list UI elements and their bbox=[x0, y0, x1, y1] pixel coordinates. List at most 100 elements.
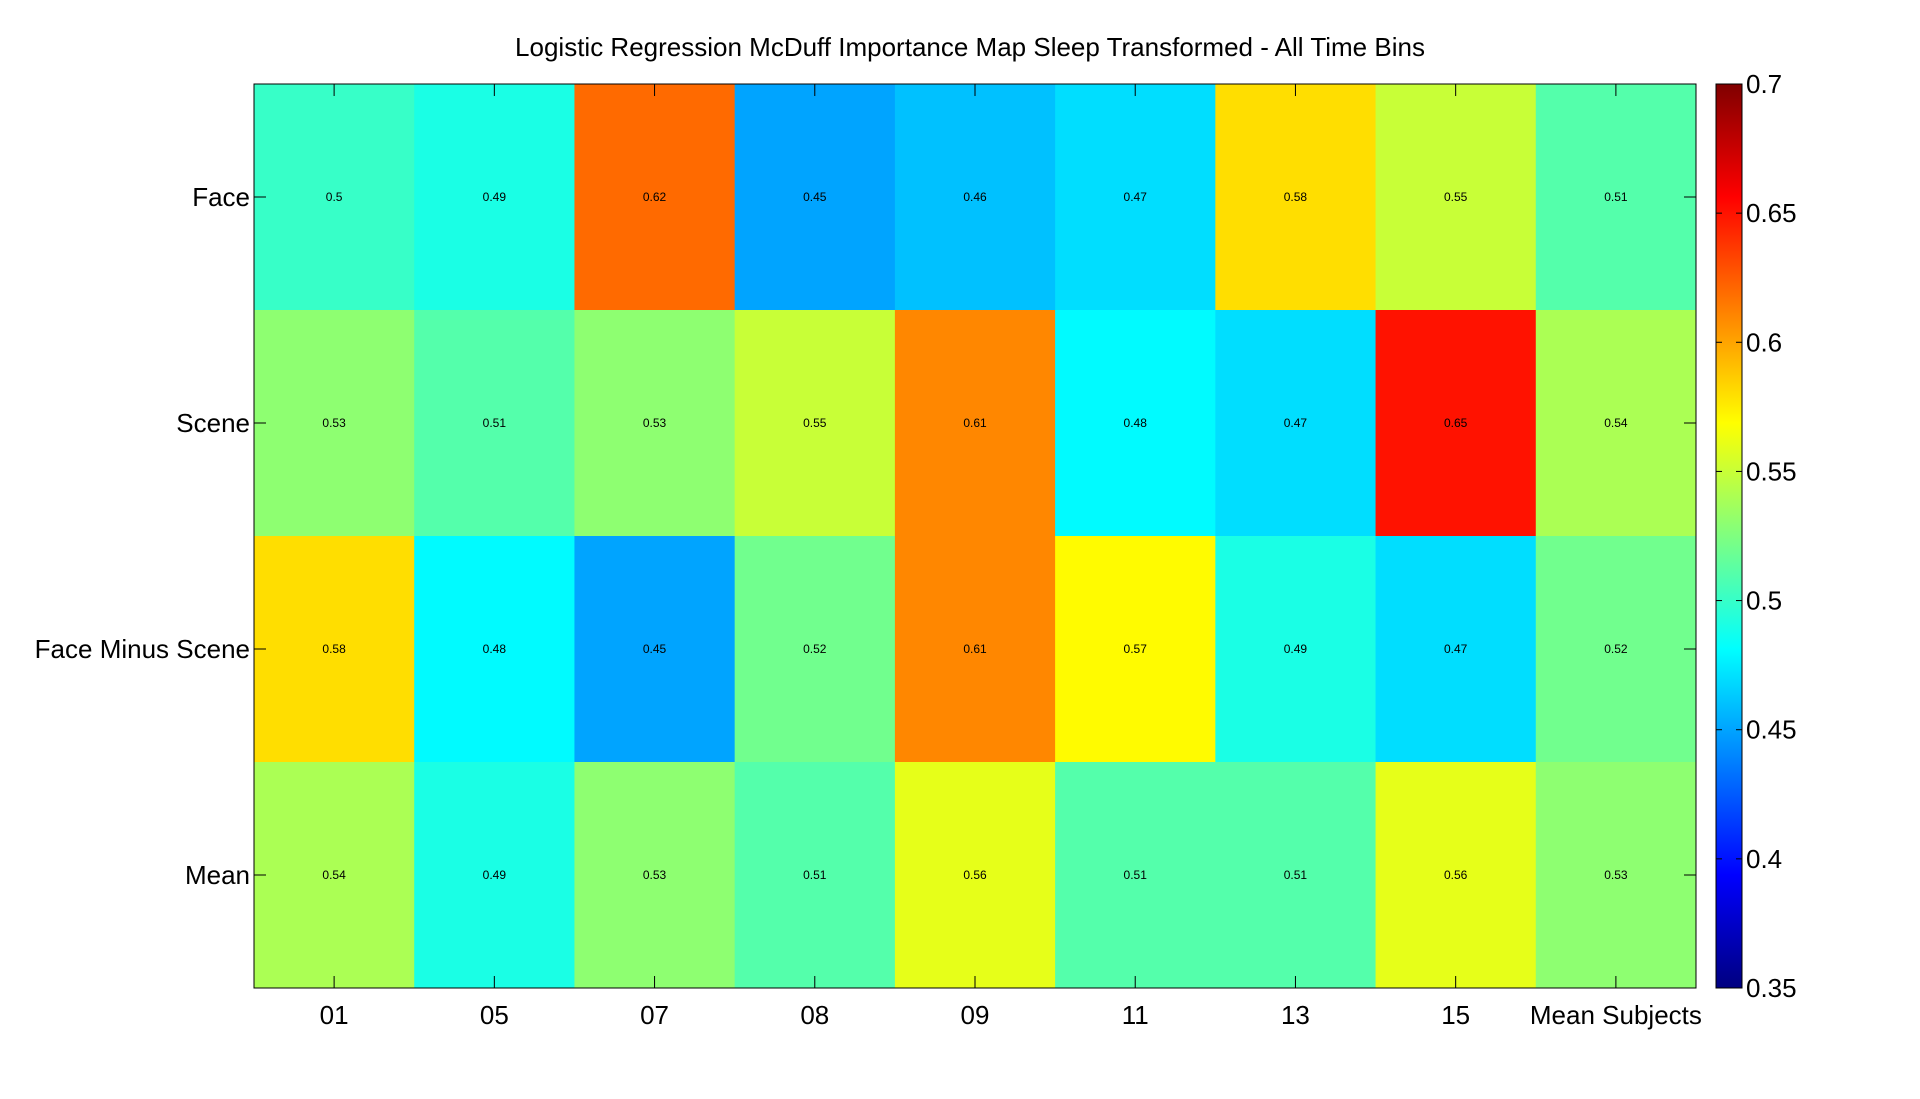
cell-value-label: 0.49 bbox=[483, 190, 507, 204]
cell-value-label: 0.49 bbox=[1284, 642, 1308, 656]
heatmap-cell bbox=[894, 310, 1056, 537]
heatmap-cell bbox=[894, 762, 1056, 989]
cell-value-label: 0.5 bbox=[326, 190, 343, 204]
cell-value-label: 0.62 bbox=[643, 190, 667, 204]
heatmap-cell bbox=[1535, 310, 1697, 537]
heatmap-cell bbox=[414, 762, 575, 989]
heatmap-cell bbox=[574, 310, 736, 537]
colorbar-tick-label: 0.7 bbox=[1746, 69, 1782, 99]
heatmap-cell bbox=[894, 536, 1056, 763]
heatmap-cell bbox=[734, 84, 896, 311]
heatmap-cell bbox=[1055, 536, 1216, 763]
heatmap-cells bbox=[254, 84, 1697, 989]
cell-value-label: 0.47 bbox=[1124, 190, 1148, 204]
heatmap-cell bbox=[574, 84, 736, 311]
cell-value-label: 0.49 bbox=[483, 868, 507, 882]
cell-value-label: 0.51 bbox=[1284, 868, 1308, 882]
x-tick-label: Mean Subjects bbox=[1530, 1000, 1702, 1030]
cell-value-label: 0.56 bbox=[963, 868, 987, 882]
cell-value-label: 0.51 bbox=[1124, 868, 1148, 882]
heatmap-cell-labels: 0.5 0.49 0.62 0.45 0.46 0.47 0.58 0.55 0.51 0.53 0… bbox=[322, 190, 1627, 882]
cell-value-label: 0.53 bbox=[643, 868, 667, 882]
x-tick-label: 01 bbox=[320, 1000, 349, 1030]
cell-value-label: 0.57 bbox=[1124, 642, 1148, 656]
heatmap-cell bbox=[1055, 84, 1216, 311]
heatmap-cell bbox=[1535, 762, 1697, 989]
cell-value-label: 0.54 bbox=[322, 868, 346, 882]
cell-value-label: 0.51 bbox=[1604, 190, 1628, 204]
heatmap-cell bbox=[1375, 310, 1537, 537]
x-tick-label: 09 bbox=[961, 1000, 990, 1030]
cell-value-label: 0.46 bbox=[963, 190, 987, 204]
heatmap-cell bbox=[574, 536, 736, 763]
colorbar-tick-label: 0.5 bbox=[1746, 586, 1782, 616]
cell-value-label: 0.56 bbox=[1444, 868, 1468, 882]
heatmap-cell bbox=[1535, 84, 1697, 311]
colorbar-tick-label: 0.55 bbox=[1746, 456, 1797, 486]
cell-value-label: 0.47 bbox=[1284, 416, 1308, 430]
y-tick-label: Face bbox=[192, 182, 250, 212]
cell-value-label: 0.53 bbox=[643, 416, 667, 430]
cell-value-label: 0.61 bbox=[963, 642, 987, 656]
heatmap-cell bbox=[1055, 762, 1216, 989]
heatmap-cell bbox=[1375, 84, 1537, 311]
x-tick-label: 13 bbox=[1281, 1000, 1310, 1030]
heatmap-cell bbox=[734, 762, 896, 989]
heatmap-cell bbox=[1215, 310, 1377, 537]
heatmap-cell bbox=[254, 762, 415, 989]
heatmap-cell bbox=[254, 310, 415, 537]
heatmap-cell bbox=[1375, 762, 1537, 989]
y-axis-tick-labels: Face Scene Face Minus Scene Mean bbox=[35, 182, 250, 890]
y-tick-label: Scene bbox=[176, 408, 250, 438]
colorbar-tick-label: 0.6 bbox=[1746, 327, 1782, 357]
colorbar-gradient bbox=[1715, 83, 1743, 989]
colorbar-tick-label: 0.4 bbox=[1746, 844, 1782, 874]
x-tick-label: 08 bbox=[800, 1000, 829, 1030]
heatmap-cell bbox=[414, 536, 575, 763]
colorbar: 0.35 0.4 0.45 0.5 0.55 0.6 0.65 0.7 bbox=[1715, 69, 1797, 1003]
cell-value-label: 0.55 bbox=[1444, 190, 1468, 204]
x-tick-label: 05 bbox=[480, 1000, 509, 1030]
x-tick-label: 15 bbox=[1441, 1000, 1470, 1030]
cell-value-label: 0.58 bbox=[322, 642, 346, 656]
heatmap-cell bbox=[574, 762, 736, 989]
heatmap-cell bbox=[1375, 536, 1537, 763]
cell-value-label: 0.55 bbox=[803, 416, 827, 430]
y-tick-label: Face Minus Scene bbox=[35, 634, 250, 664]
heatmap-cell bbox=[1055, 310, 1216, 537]
cell-value-label: 0.47 bbox=[1444, 642, 1468, 656]
colorbar-tick-label: 0.45 bbox=[1746, 715, 1797, 745]
heatmap-cell bbox=[734, 310, 896, 537]
cell-value-label: 0.54 bbox=[1604, 416, 1628, 430]
cell-value-label: 0.53 bbox=[1604, 868, 1628, 882]
cell-value-label: 0.48 bbox=[1124, 416, 1148, 430]
cell-value-label: 0.51 bbox=[483, 416, 507, 430]
cell-value-label: 0.48 bbox=[483, 642, 507, 656]
heatmap-cell bbox=[254, 84, 415, 311]
colorbar-tick-label: 0.35 bbox=[1746, 973, 1797, 1003]
heatmap-cell bbox=[414, 310, 575, 537]
heatmap-cell bbox=[734, 536, 896, 763]
cell-value-label: 0.52 bbox=[803, 642, 827, 656]
heatmap-cell bbox=[1215, 84, 1377, 311]
heatmap-cell bbox=[1215, 762, 1377, 989]
cell-value-label: 0.65 bbox=[1444, 416, 1468, 430]
x-tick-label: 11 bbox=[1122, 1000, 1149, 1030]
heatmap-cell bbox=[414, 84, 575, 311]
heatmap-cell bbox=[894, 84, 1056, 311]
cell-value-label: 0.58 bbox=[1284, 190, 1308, 204]
y-tick-label: Mean bbox=[185, 860, 250, 890]
x-axis-tick-labels: 01 05 07 08 09 11 13 15 Mean Subjects bbox=[320, 1000, 1702, 1030]
x-tick-label: 07 bbox=[640, 1000, 669, 1030]
heatmap-cell bbox=[1535, 536, 1697, 763]
heatmap-cell bbox=[1215, 536, 1377, 763]
cell-value-label: 0.52 bbox=[1604, 642, 1628, 656]
colorbar-tick-label: 0.65 bbox=[1746, 198, 1797, 228]
chart-title: Logistic Regression McDuff Importance Ma… bbox=[515, 32, 1425, 62]
heatmap-axes bbox=[253, 83, 1697, 989]
cell-value-label: 0.53 bbox=[322, 416, 346, 430]
heatmap-cell bbox=[254, 536, 415, 763]
cell-value-label: 0.51 bbox=[803, 868, 827, 882]
